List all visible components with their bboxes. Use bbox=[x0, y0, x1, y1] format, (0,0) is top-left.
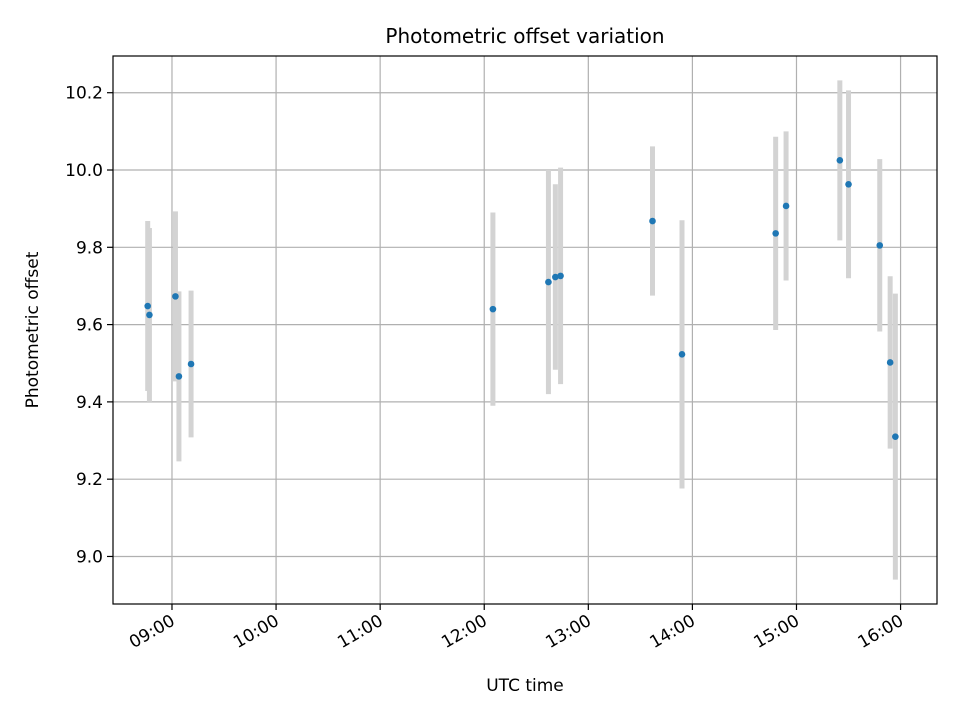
chart-title: Photometric offset variation bbox=[385, 24, 664, 48]
y-tick-label: 9.8 bbox=[76, 238, 103, 258]
y-tick-label: 9.6 bbox=[76, 316, 103, 336]
x-axis-label: UTC time bbox=[486, 676, 564, 696]
data-point bbox=[172, 293, 179, 300]
y-tick-label: 10.2 bbox=[65, 84, 103, 104]
data-point bbox=[144, 302, 151, 310]
data-point bbox=[649, 217, 656, 225]
y-tick-label: 9.2 bbox=[76, 470, 103, 490]
data-point bbox=[886, 359, 894, 366]
grid bbox=[113, 56, 937, 604]
data-point bbox=[782, 202, 790, 210]
data-point bbox=[545, 278, 552, 286]
data-point bbox=[557, 272, 564, 280]
y-tick-label: 9.4 bbox=[76, 393, 103, 413]
data-point bbox=[146, 311, 153, 319]
y-tick-label: 9.0 bbox=[76, 547, 103, 567]
data-point bbox=[876, 242, 884, 249]
data-point bbox=[678, 351, 686, 358]
data-point bbox=[772, 230, 779, 237]
data-point bbox=[552, 273, 559, 281]
data-point bbox=[845, 181, 852, 188]
data-point bbox=[489, 305, 497, 313]
y-tick-label: 10.0 bbox=[65, 161, 103, 181]
data-point bbox=[187, 360, 195, 368]
data-point bbox=[175, 373, 183, 380]
data-point bbox=[892, 433, 899, 440]
data-points bbox=[144, 157, 899, 440]
plot-frame bbox=[112, 55, 938, 605]
y-axis-label: Photometric offset bbox=[23, 251, 43, 408]
data-point bbox=[836, 157, 844, 164]
